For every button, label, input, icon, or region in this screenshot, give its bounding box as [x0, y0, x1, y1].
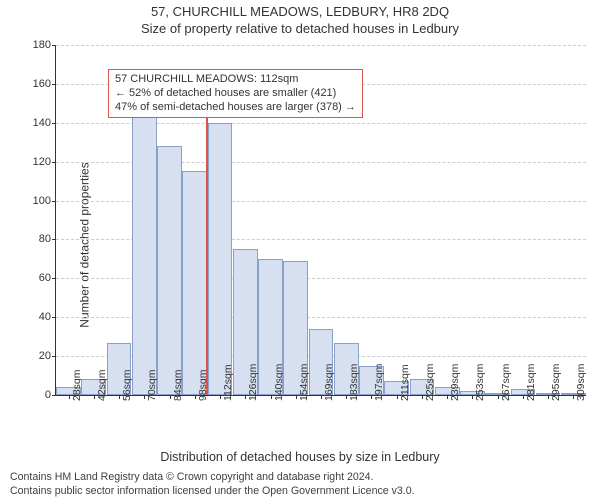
y-tick-label: 160: [33, 78, 56, 90]
bar: [182, 171, 207, 395]
x-tick-label: 295sqm: [550, 364, 562, 401]
credits: Contains HM Land Registry data © Crown c…: [0, 464, 600, 499]
annotation-line3: 47% of semi-detached houses are larger (…: [115, 101, 356, 115]
grid-line: [56, 45, 586, 46]
y-tick-label: 120: [33, 156, 56, 168]
x-axis-label: Distribution of detached houses by size …: [0, 450, 600, 464]
x-tick-label: 309sqm: [575, 364, 587, 401]
x-tick-label: 239sqm: [449, 364, 461, 401]
property-marker: [206, 80, 208, 395]
credits-line2: Contains public sector information licen…: [10, 484, 590, 498]
y-tick-label: 140: [33, 117, 56, 129]
annotation-line1: 57 CHURCHILL MEADOWS: 112sqm: [115, 73, 356, 87]
x-tick: [498, 395, 499, 399]
x-tick-label: 253sqm: [474, 364, 486, 401]
bar: [157, 146, 182, 395]
annotation-box: 57 CHURCHILL MEADOWS: 112sqm← 52% of det…: [108, 69, 363, 118]
chart-container: Number of detached properties 0204060801…: [0, 40, 600, 450]
x-tick: [69, 395, 70, 399]
x-tick: [119, 395, 120, 399]
chart-subtitle: Size of property relative to detached ho…: [0, 21, 600, 36]
plot-area: 02040608010012014016018028sqm42sqm56sqm7…: [55, 45, 586, 396]
x-tick: [94, 395, 95, 399]
annotation-line2: ← 52% of detached houses are smaller (42…: [115, 87, 356, 101]
bar: [208, 123, 233, 395]
x-tick-label: 267sqm: [500, 364, 512, 401]
credits-line1: Contains HM Land Registry data © Crown c…: [10, 470, 590, 484]
x-tick-label: 281sqm: [525, 364, 537, 401]
page-title: 57, CHURCHILL MEADOWS, LEDBURY, HR8 2DQ: [0, 4, 600, 19]
y-tick-label: 180: [33, 39, 56, 51]
x-tick: [195, 395, 196, 399]
y-tick-label: 0: [45, 389, 56, 401]
x-tick: [548, 395, 549, 399]
x-tick: [296, 395, 297, 399]
x-tick: [170, 395, 171, 399]
x-tick-label: 225sqm: [424, 364, 436, 401]
y-tick-label: 40: [39, 311, 56, 323]
y-tick-label: 60: [39, 272, 56, 284]
y-tick-label: 80: [39, 233, 56, 245]
x-tick: [523, 395, 524, 399]
x-tick: [321, 395, 322, 399]
x-tick: [271, 395, 272, 399]
x-tick: [422, 395, 423, 399]
x-tick: [397, 395, 398, 399]
y-tick-label: 100: [33, 195, 56, 207]
x-tick: [220, 395, 221, 399]
y-tick-label: 20: [39, 350, 56, 362]
bar: [132, 109, 157, 395]
